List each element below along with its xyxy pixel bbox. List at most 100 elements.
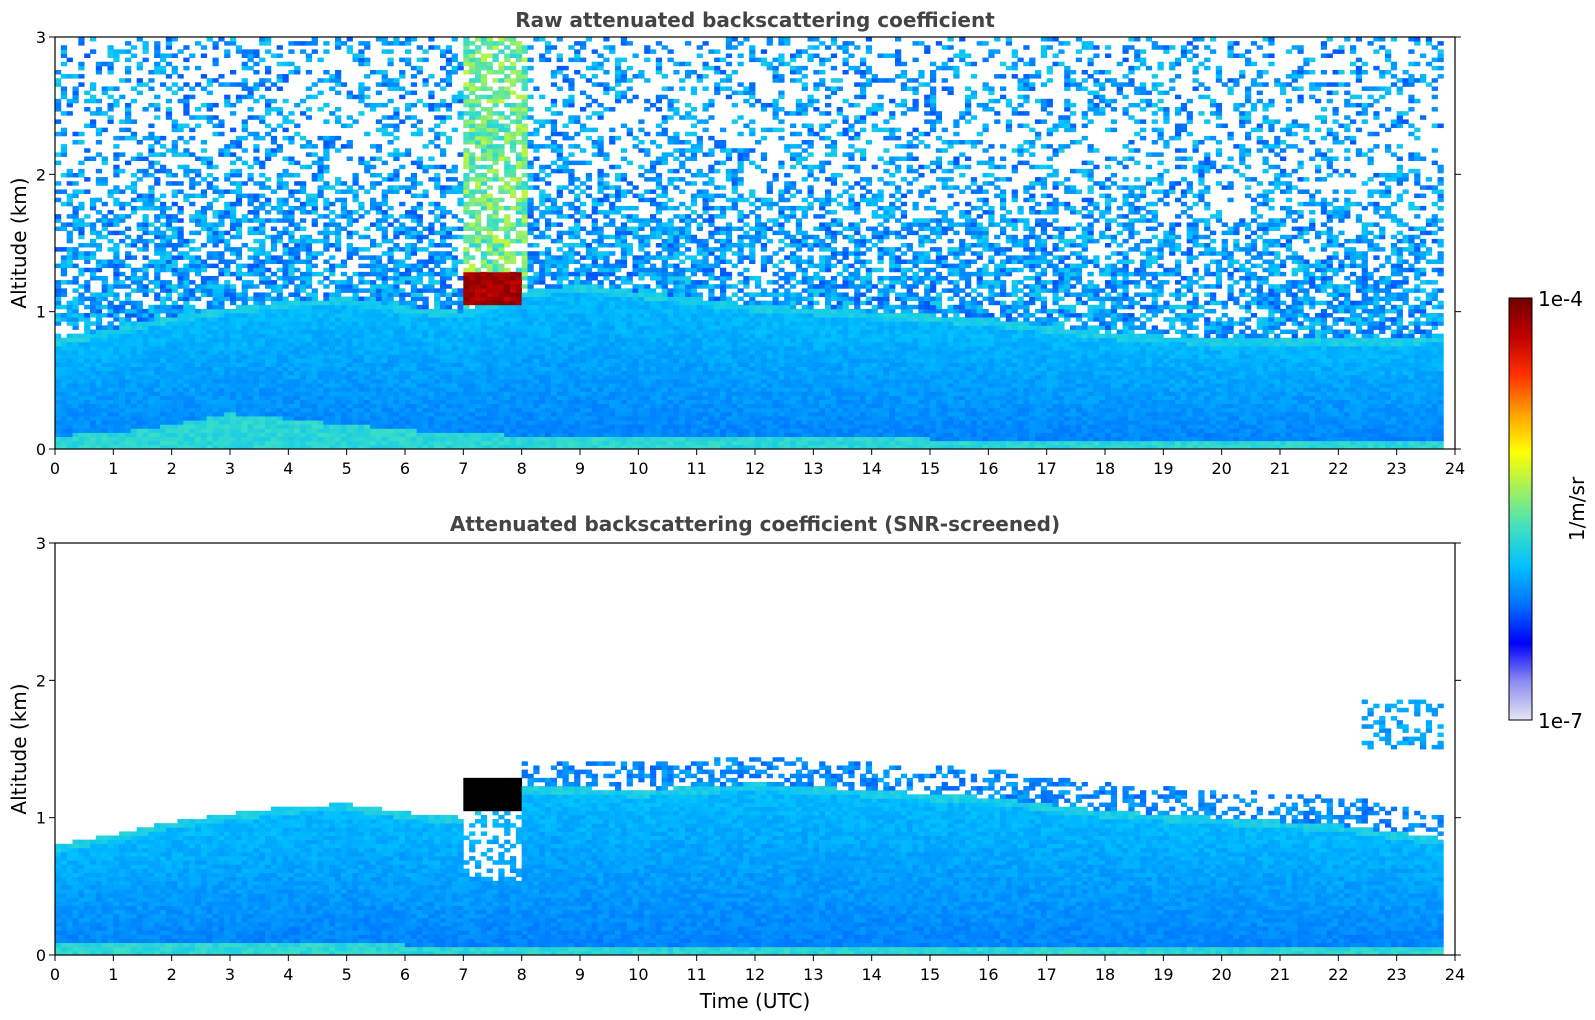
heatmap-cell: [387, 362, 394, 367]
heatmap-cell: [311, 428, 318, 433]
heatmap-cell: [346, 230, 353, 236]
heatmap-cell: [387, 49, 394, 54]
heatmap-cell: [440, 399, 447, 405]
heatmap-cell: [90, 275, 97, 281]
heatmap-cell: [200, 411, 208, 417]
heatmap-cell: [451, 69, 458, 75]
heatmap-cell: [107, 94, 114, 100]
heatmap-cell: [475, 358, 482, 363]
heatmap-cell: [107, 284, 114, 289]
heatmap-cell: [160, 370, 167, 376]
heatmap-cell: [212, 210, 219, 215]
heatmap-cell: [463, 358, 470, 363]
heatmap-cell: [311, 395, 318, 400]
heatmap-cell: [259, 341, 266, 347]
heatmap-cell: [189, 378, 196, 384]
heatmap-cell: [189, 337, 196, 343]
heatmap-cell: [84, 444, 91, 450]
heatmap-cell: [113, 230, 120, 236]
heatmap-cell: [95, 432, 103, 438]
heatmap-cell: [113, 313, 120, 318]
heatmap-cell: [160, 362, 167, 367]
heatmap-cell: [183, 98, 190, 104]
heatmap-cell: [148, 123, 155, 129]
heatmap-cell: [241, 304, 248, 310]
heatmap-cell: [317, 362, 324, 367]
heatmap-cell: [253, 358, 260, 363]
heatmap-cell: [136, 226, 143, 232]
heatmap-cell: [410, 275, 418, 281]
heatmap-cell: [200, 74, 208, 79]
heatmap-cell: [445, 296, 453, 302]
heatmap-cell: [90, 346, 97, 351]
heatmap-cell: [480, 78, 488, 83]
heatmap-cell: [107, 308, 114, 314]
heatmap-cell: [113, 420, 120, 425]
heatmap-cell: [247, 296, 254, 302]
heatmap-cell: [329, 218, 336, 223]
heatmap-cell: [125, 275, 132, 281]
heatmap-cell: [84, 436, 91, 442]
heatmap-cell: [428, 238, 435, 244]
heatmap-cell: [463, 181, 470, 186]
heatmap-cell: [241, 432, 248, 438]
heatmap-cell: [130, 395, 138, 400]
heatmap-cell: [358, 313, 365, 318]
heatmap-cell: [206, 424, 213, 429]
heatmap-cell: [410, 317, 418, 322]
heatmap-cell: [142, 205, 149, 211]
heatmap-cell: [183, 288, 190, 293]
heatmap-cell: [230, 407, 237, 413]
heatmap-cell: [451, 247, 458, 252]
heatmap-cell: [463, 284, 470, 289]
heatmap-cell: [171, 304, 178, 310]
heatmap-cell: [107, 444, 114, 450]
heatmap-cell: [200, 308, 208, 314]
heatmap-cell: [288, 370, 295, 376]
heatmap-cell: [340, 263, 348, 269]
heatmap-cell: [200, 444, 208, 450]
heatmap-cell: [270, 350, 278, 355]
heatmap-cell: [276, 61, 283, 67]
heatmap-cell: [119, 440, 126, 446]
heatmap-cell: [340, 197, 348, 203]
heatmap-cell: [393, 366, 400, 372]
heatmap-cell: [300, 387, 307, 392]
heatmap-cell: [125, 440, 132, 446]
heatmap-cell: [136, 337, 143, 343]
heatmap-cell: [160, 444, 167, 450]
heatmap-cell: [288, 222, 295, 227]
heatmap-cell: [253, 271, 260, 277]
heatmap-cell: [230, 424, 237, 429]
heatmap-cell: [375, 403, 383, 409]
heatmap-cell: [469, 65, 476, 71]
heatmap-cell: [469, 86, 476, 91]
heatmap-cell: [364, 321, 371, 326]
heatmap-cell: [381, 325, 388, 330]
heatmap-cell: [160, 411, 167, 417]
heatmap-cell: [329, 432, 336, 438]
heatmap-cell: [241, 333, 248, 339]
heatmap-cell: [55, 428, 62, 433]
heatmap-cell: [224, 366, 231, 372]
heatmap-cell: [329, 185, 336, 190]
heatmap-cell: [130, 333, 138, 339]
heatmap-cell: [457, 354, 464, 359]
heatmap-cell: [387, 57, 394, 63]
heatmap-cell: [370, 280, 377, 285]
heatmap-cell: [492, 424, 499, 429]
heatmap-cell: [375, 366, 383, 372]
heatmap-cell: [212, 230, 219, 236]
heatmap-cell: [84, 98, 91, 104]
heatmap-cell: [370, 313, 377, 318]
heatmap-cell: [300, 317, 307, 322]
heatmap-cell: [90, 337, 97, 343]
heatmap-cell: [405, 304, 412, 310]
heatmap-cell: [434, 218, 441, 223]
heatmap-cell: [171, 399, 178, 405]
heatmap-cell: [504, 411, 511, 417]
heatmap-cell: [125, 135, 132, 141]
heatmap-cell: [346, 45, 353, 50]
heatmap-cell: [206, 78, 213, 83]
heatmap-cell: [95, 98, 103, 104]
